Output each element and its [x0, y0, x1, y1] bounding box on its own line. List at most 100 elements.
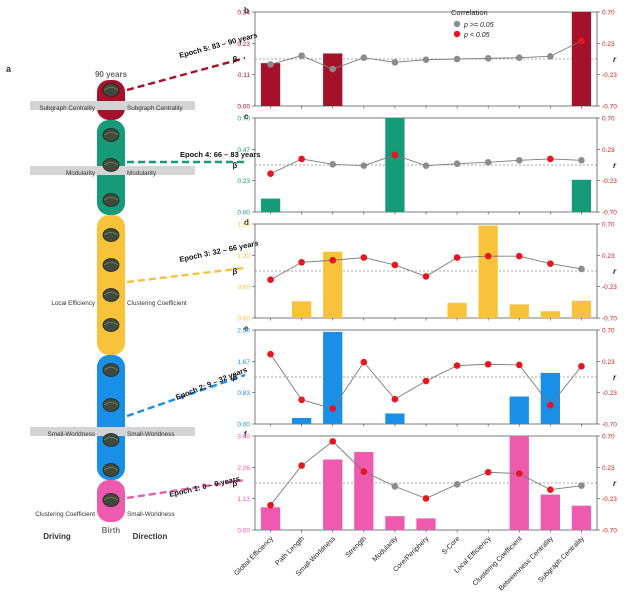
correlation-point — [422, 273, 430, 280]
top-age-label: 90 years — [95, 70, 128, 79]
beta-tick-label: 0.23 — [237, 41, 250, 48]
beta-tick-label: 0.00 — [237, 422, 250, 429]
correlation-point — [484, 55, 492, 62]
correlation-point — [578, 157, 585, 164]
epoch-boundary-band — [30, 101, 195, 110]
beta-tick-label: 0.47 — [237, 147, 250, 154]
r-tick-label: -0.70 — [602, 210, 617, 217]
correlation-point — [547, 155, 554, 163]
beta-bar — [540, 372, 561, 424]
correlation-point — [578, 265, 585, 273]
beta-axis-label: β — [233, 479, 238, 488]
beta-bar — [354, 452, 374, 530]
beta-bar — [509, 436, 529, 530]
correlation-line — [270, 40, 582, 70]
epoch-label: Epoch 3: 32 – 66 years — [179, 238, 260, 264]
brain-icon — [102, 433, 120, 447]
correlation-point — [547, 260, 554, 267]
direction-metric-label: Small-Worldness — [127, 511, 174, 518]
panel-b: b0.34 0.23 0.11 0.00 β 0.70 0.23 -0.23 -0.70 r — [233, 6, 618, 111]
epoch-boundary-band — [30, 427, 195, 436]
category-label: Modularity — [372, 535, 400, 563]
correlation-point — [484, 159, 492, 166]
correlation-point — [267, 350, 274, 358]
beta-bar — [540, 494, 561, 530]
beta-bar — [447, 302, 467, 318]
correlation-point — [422, 56, 430, 63]
correlation-point — [267, 170, 274, 178]
r-tick-label: 0.70 — [602, 434, 615, 441]
brain-icon-fold — [103, 232, 119, 236]
legend-label-ns: p >= 0.05 — [463, 22, 494, 29]
r-tick-label: 0.23 — [602, 465, 615, 472]
r-axis-label: r — [613, 161, 617, 170]
brain-icon — [102, 228, 120, 242]
beta-tick-label: 1.13 — [237, 496, 250, 503]
r-tick-label: -0.70 — [602, 422, 617, 429]
r-tick-label: 0.70 — [602, 222, 615, 229]
brain-icon — [102, 128, 120, 142]
brain-icon — [102, 318, 120, 332]
category-label: Strength — [345, 535, 369, 559]
beta-bar — [571, 12, 592, 106]
beta-tick-label: 0.00 — [237, 210, 250, 217]
epoch-connector — [126, 56, 246, 92]
correlation-point — [578, 362, 585, 370]
beta-tick-label: 0.83 — [237, 390, 250, 397]
epoch-connector — [126, 266, 246, 284]
beta-bar — [416, 518, 436, 530]
r-tick-label: 0.23 — [602, 359, 615, 366]
beta-tick-label: 3.40 — [237, 434, 250, 441]
brain-icon — [102, 258, 120, 272]
panel-letter: f — [244, 430, 247, 439]
brain-icon-fold — [103, 162, 119, 166]
r-tick-label: -0.70 — [602, 316, 617, 323]
correlation-point — [515, 252, 523, 260]
beta-bar — [323, 459, 343, 530]
driving-metric-label: Small-Worldness — [48, 431, 95, 438]
category-label: S-Core — [441, 535, 462, 556]
correlation-point — [422, 162, 430, 169]
brain-icon — [102, 363, 120, 377]
correlation-point — [453, 160, 461, 167]
r-tick-label: 0.70 — [602, 10, 615, 17]
beta-tick-label: 1.20 — [237, 253, 250, 260]
direction-metric-label: Small-Worldness — [127, 431, 174, 438]
driving-metric-label: Modularity — [66, 170, 96, 177]
correlation-point — [453, 254, 461, 261]
correlation-point — [267, 61, 274, 68]
brain-icon — [102, 398, 120, 412]
epoch-segment — [97, 355, 125, 480]
legend-title: Correlation — [451, 8, 488, 17]
direction-metric-label: Subgraph Centrality — [127, 105, 184, 112]
correlation-point — [329, 161, 337, 168]
driving-metric-label: Subgraph Centrality — [39, 105, 96, 112]
panel-a-letter: a — [6, 64, 12, 74]
correlation-point — [298, 155, 305, 163]
correlation-point — [298, 52, 305, 59]
correlation-point — [578, 482, 585, 489]
beta-axis-label: β — [233, 161, 238, 170]
r-tick-label: 0.23 — [602, 41, 615, 48]
correlation-point — [329, 405, 337, 412]
correlation-point — [329, 65, 337, 73]
beta-tick-label: 0.11 — [238, 72, 251, 79]
beta-bar — [260, 63, 281, 106]
panel-f: f3.40 2.26 1.13 0.00 β 0.70 0.23 -0.23 -0.70 r — [233, 430, 618, 535]
panel-d: d1.80 1.20 0.60 0.00 β 0.70 0.23 -0.23 -0.70 r — [233, 218, 618, 323]
panel-letter: e — [244, 324, 249, 333]
r-tick-label: 0.23 — [602, 147, 615, 154]
brain-icon — [102, 193, 120, 207]
epoch-connector — [126, 373, 246, 418]
panel-a-timeline: a 90 years Birth Driving Direction Subgr… — [6, 30, 260, 541]
epoch-label: Epoch 1: 0 – 9 years — [168, 474, 240, 499]
correlation-point — [391, 483, 399, 490]
driving-label: Driving — [43, 532, 71, 541]
correlation-point — [360, 162, 368, 169]
correlation-point — [422, 495, 430, 502]
correlation-point — [360, 468, 368, 475]
brain-icon-fold — [103, 262, 119, 266]
brain-icon — [102, 463, 120, 477]
correlation-point — [515, 470, 523, 477]
